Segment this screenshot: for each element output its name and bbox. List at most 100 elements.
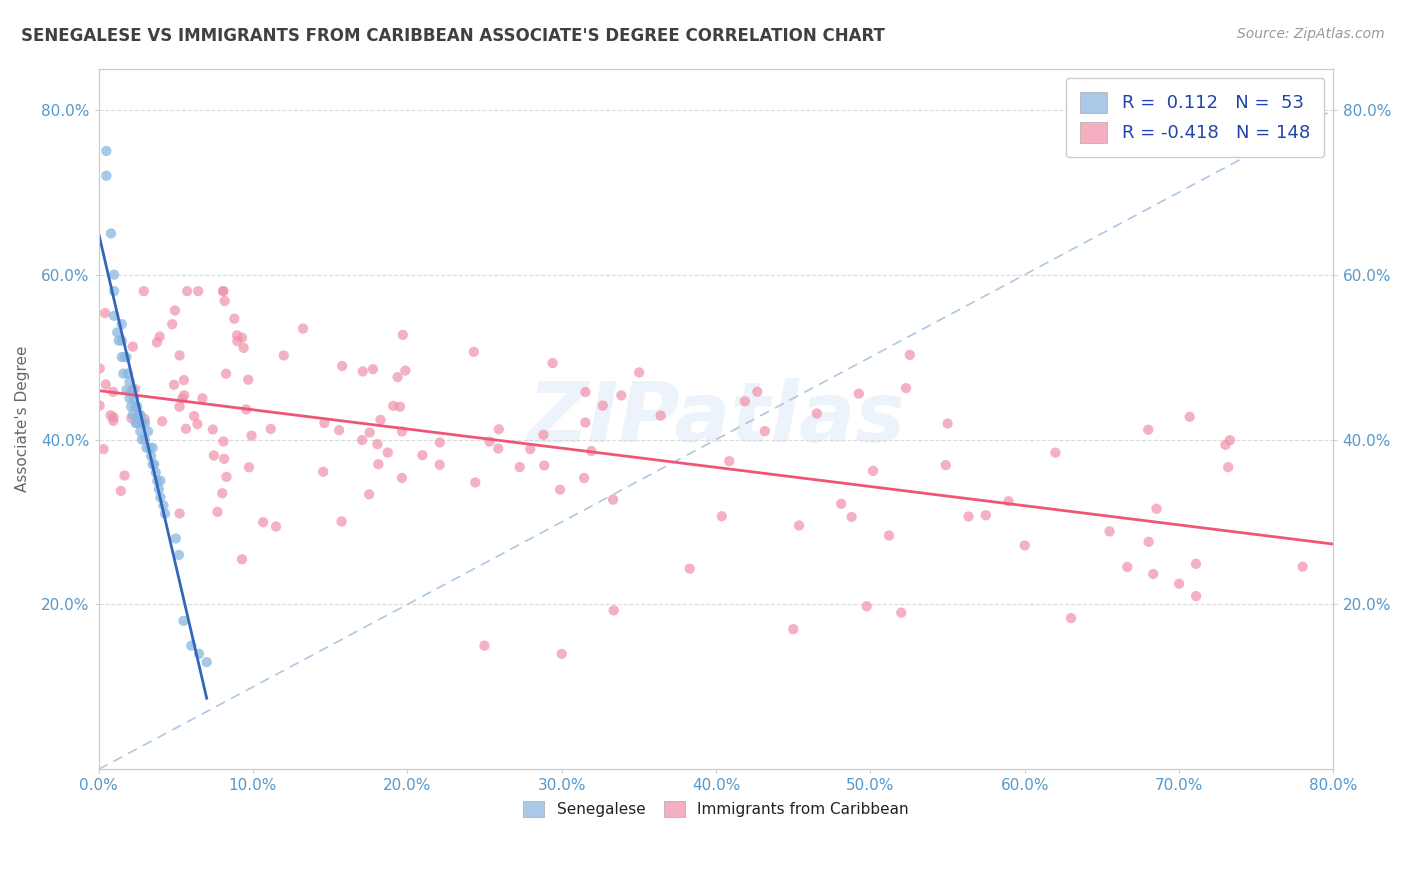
Point — [135, 441, 157, 455]
Point — [174, 422, 197, 436]
Point — [292, 321, 315, 335]
Point — [212, 284, 235, 298]
Point — [125, 400, 148, 414]
Point — [388, 400, 411, 414]
Point — [163, 377, 186, 392]
Point — [114, 350, 136, 364]
Point — [186, 417, 208, 432]
Point — [169, 348, 191, 362]
Point — [551, 647, 574, 661]
Point — [89, 399, 111, 413]
Point — [370, 413, 392, 427]
Point — [628, 365, 651, 379]
Point — [330, 359, 353, 373]
Point — [898, 348, 921, 362]
Point — [830, 497, 852, 511]
Point — [602, 603, 624, 617]
Point — [1116, 560, 1139, 574]
Point — [121, 408, 143, 422]
Point — [679, 562, 702, 576]
Point — [212, 284, 235, 298]
Point — [394, 363, 416, 377]
Point — [165, 532, 187, 546]
Point — [191, 391, 214, 405]
Point — [122, 392, 145, 406]
Point — [172, 392, 194, 406]
Point — [592, 399, 614, 413]
Point — [581, 444, 603, 458]
Point — [710, 509, 733, 524]
Point — [169, 507, 191, 521]
Point — [1291, 559, 1313, 574]
Point — [1219, 433, 1241, 447]
Point — [96, 144, 118, 158]
Point — [330, 515, 353, 529]
Point — [1137, 534, 1160, 549]
Point — [214, 293, 236, 308]
Point — [153, 507, 176, 521]
Point — [411, 448, 433, 462]
Point — [264, 519, 287, 533]
Point — [195, 655, 218, 669]
Point — [855, 599, 877, 614]
Point — [486, 442, 509, 456]
Point — [1014, 539, 1036, 553]
Point — [429, 435, 451, 450]
Point — [134, 416, 156, 430]
Point — [149, 329, 172, 343]
Point — [215, 367, 238, 381]
Text: SENEGALESE VS IMMIGRANTS FROM CARIBBEAN ASSOCIATE'S DEGREE CORRELATION CHART: SENEGALESE VS IMMIGRANTS FROM CARIBBEAN … — [21, 27, 884, 45]
Point — [145, 466, 167, 480]
Point — [110, 483, 132, 498]
Point — [105, 326, 128, 340]
Point — [125, 416, 148, 430]
Point — [138, 441, 160, 455]
Point — [187, 284, 209, 298]
Point — [894, 381, 917, 395]
Point — [367, 457, 389, 471]
Point — [260, 422, 283, 436]
Point — [202, 449, 225, 463]
Point — [361, 362, 384, 376]
Point — [131, 433, 153, 447]
Point — [352, 364, 374, 378]
Point — [134, 433, 156, 447]
Point — [89, 361, 111, 376]
Point — [238, 373, 260, 387]
Point — [574, 385, 596, 400]
Point — [232, 341, 254, 355]
Point — [841, 510, 863, 524]
Point — [139, 449, 162, 463]
Point — [120, 400, 142, 414]
Point — [997, 494, 1019, 508]
Point — [533, 427, 555, 442]
Point — [103, 309, 125, 323]
Point — [129, 424, 152, 438]
Point — [935, 458, 957, 472]
Point — [117, 367, 139, 381]
Point — [240, 428, 263, 442]
Point — [100, 409, 122, 423]
Point — [211, 486, 233, 500]
Point — [754, 424, 776, 438]
Point — [366, 437, 388, 451]
Point — [936, 417, 959, 431]
Point — [1168, 576, 1191, 591]
Point — [107, 334, 129, 348]
Point — [391, 327, 413, 342]
Point — [163, 303, 186, 318]
Point — [169, 400, 191, 414]
Point — [226, 328, 249, 343]
Point — [215, 470, 238, 484]
Point — [96, 169, 118, 183]
Point — [463, 345, 485, 359]
Point — [787, 518, 810, 533]
Point — [806, 407, 828, 421]
Point — [541, 356, 564, 370]
Point — [1142, 566, 1164, 581]
Point — [93, 442, 115, 456]
Point — [115, 383, 138, 397]
Point — [111, 350, 134, 364]
Point — [359, 487, 381, 501]
Point — [1137, 423, 1160, 437]
